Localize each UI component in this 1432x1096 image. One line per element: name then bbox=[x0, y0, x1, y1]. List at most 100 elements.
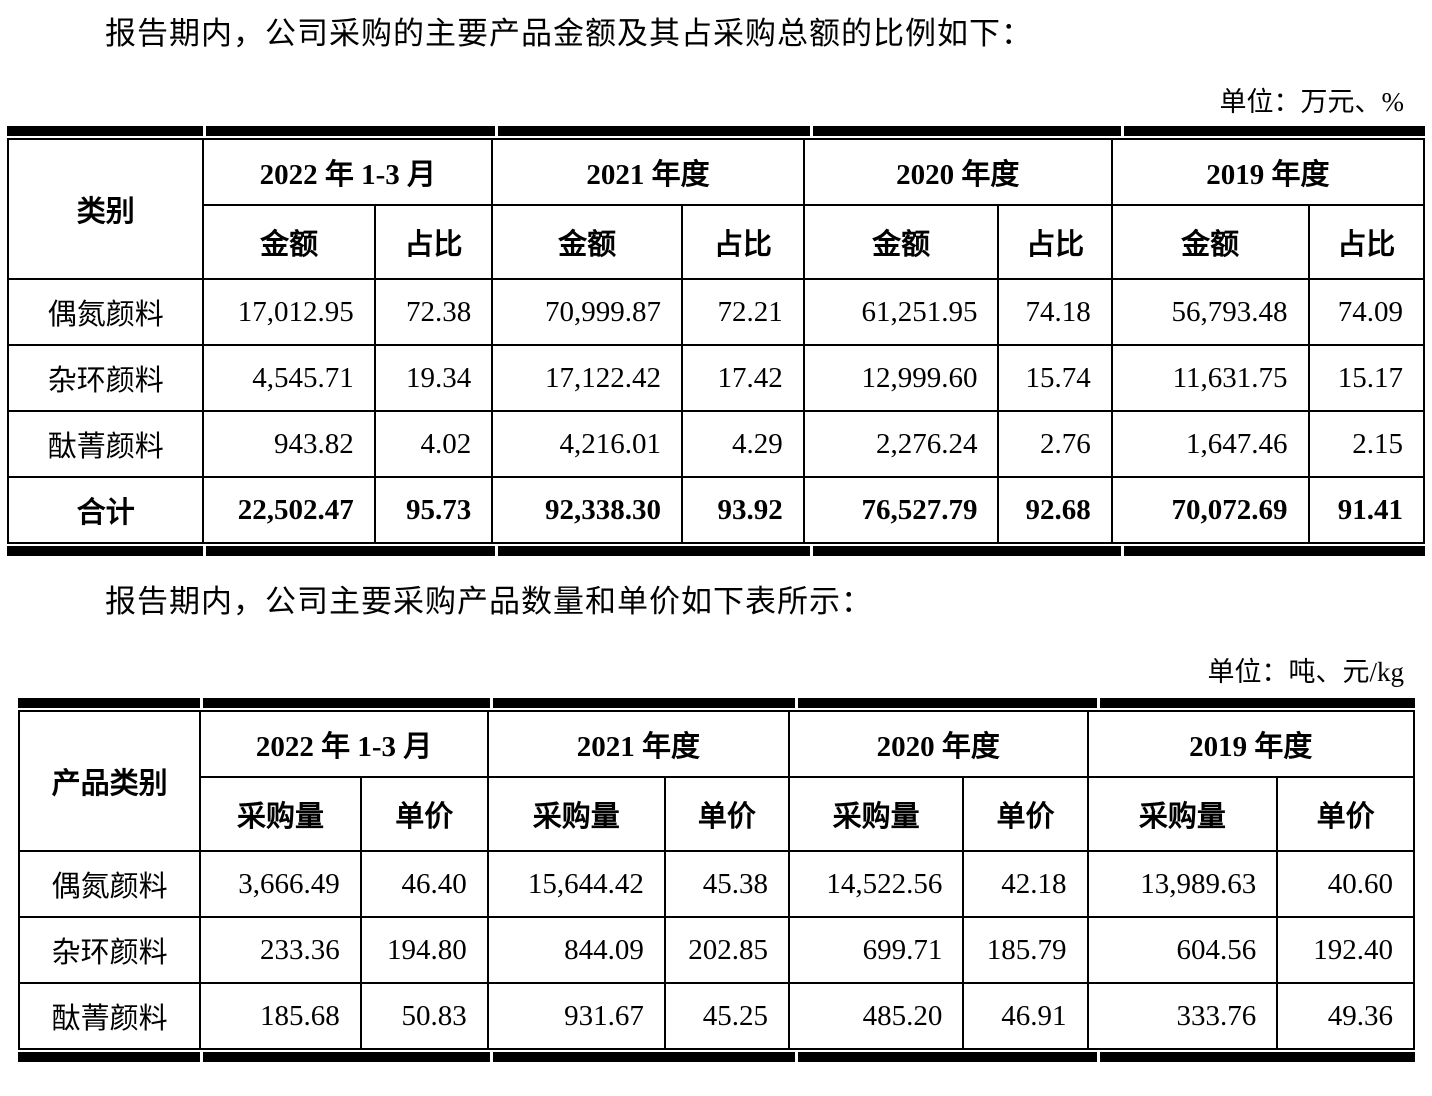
cell-amount-2022: 17,012.95 bbox=[202, 278, 376, 346]
table-top-rule bbox=[18, 698, 1415, 708]
subheader-ratio: 占比 bbox=[997, 204, 1113, 280]
column-group-2020: 2020 年度 bbox=[788, 710, 1089, 778]
rule-segment bbox=[202, 698, 491, 708]
cell-amount-2020: 76,527.79 bbox=[802, 476, 1000, 544]
cell-unitprice-2022: 50.83 bbox=[359, 982, 489, 1050]
cell-ratio-2019: 2.15 bbox=[1307, 410, 1426, 478]
cell-volume-2020: 699.71 bbox=[787, 916, 965, 984]
rule-segment bbox=[493, 698, 796, 708]
column-group-2019: 2019 年度 bbox=[1086, 710, 1416, 778]
row-label: 偶氮颜料 bbox=[17, 850, 202, 918]
amount-table: 类别 2022 年 1-3 月 2021 年度 2020 年度 2019 年度 … bbox=[6, 138, 1426, 544]
cell-volume-2020: 14,522.56 bbox=[787, 850, 965, 918]
rule-segment bbox=[812, 126, 1122, 136]
cell-amount-2019: 1,647.46 bbox=[1110, 410, 1310, 478]
column-group-2022: 2022 年 1-3 月 bbox=[202, 138, 494, 206]
rule-segment bbox=[798, 1052, 1098, 1062]
rule-segment bbox=[1100, 698, 1415, 708]
cell-ratio-2022: 95.73 bbox=[373, 476, 494, 544]
cell-amount-2022: 4,545.71 bbox=[202, 344, 376, 412]
subheader-amount: 金额 bbox=[802, 204, 1000, 280]
row-label-total: 合计 bbox=[6, 476, 205, 544]
cell-volume-2020: 485.20 bbox=[787, 982, 965, 1050]
intro-paragraph-amounts: 报告期内，公司采购的主要产品金额及其占采购总额的比例如下： bbox=[105, 16, 1033, 51]
cell-unitprice-2020: 46.91 bbox=[962, 982, 1089, 1050]
cell-ratio-2020: 15.74 bbox=[997, 344, 1113, 412]
cell-unitprice-2021: 45.38 bbox=[663, 850, 791, 918]
cell-volume-2019: 333.76 bbox=[1086, 982, 1279, 1050]
table-row-heterocyclic: 杂环颜料 4,545.71 19.34 17,122.42 17.42 12,9… bbox=[6, 344, 1426, 412]
row-label: 酞菁颜料 bbox=[6, 410, 205, 478]
cell-ratio-2020: 92.68 bbox=[997, 476, 1113, 544]
cell-amount-2019: 70,072.69 bbox=[1110, 476, 1310, 544]
rule-segment bbox=[202, 1052, 491, 1062]
row-label: 杂环颜料 bbox=[6, 344, 205, 412]
unit-label-volume: 单位：吨、元/kg bbox=[1207, 657, 1404, 687]
subheader-unitprice: 单价 bbox=[359, 776, 489, 852]
cell-ratio-2019: 74.09 bbox=[1307, 278, 1426, 346]
cell-amount-2022: 22,502.47 bbox=[202, 476, 376, 544]
cell-volume-2019: 604.56 bbox=[1086, 916, 1279, 984]
cell-volume-2019: 13,989.63 bbox=[1086, 850, 1279, 918]
cell-volume-2022: 3,666.49 bbox=[199, 850, 362, 918]
cell-unitprice-2019: 49.36 bbox=[1276, 982, 1415, 1050]
cell-ratio-2021: 4.29 bbox=[680, 410, 805, 478]
table-row-heterocyclic: 杂环颜料 233.36 194.80 844.09 202.85 699.71 … bbox=[17, 916, 1415, 984]
cell-amount-2020: 2,276.24 bbox=[802, 410, 1000, 478]
cell-ratio-2019: 91.41 bbox=[1307, 476, 1426, 544]
column-group-2019: 2019 年度 bbox=[1110, 138, 1426, 206]
unit-label-amounts: 单位：万元、% bbox=[1219, 87, 1405, 117]
row-label: 杂环颜料 bbox=[17, 916, 202, 984]
subheader-amount: 金额 bbox=[491, 204, 683, 280]
table-row-azo: 偶氮颜料 3,666.49 46.40 15,644.42 45.38 14,5… bbox=[17, 850, 1415, 918]
purchase-amount-table: 类别 2022 年 1-3 月 2021 年度 2020 年度 2019 年度 … bbox=[6, 126, 1426, 556]
column-header-category: 类别 bbox=[6, 138, 205, 280]
cell-ratio-2022: 72.38 bbox=[373, 278, 494, 346]
cell-ratio-2021: 17.42 bbox=[680, 344, 805, 412]
cell-unitprice-2020: 42.18 bbox=[962, 850, 1089, 918]
rule-segment bbox=[7, 126, 203, 136]
rule-segment bbox=[1124, 126, 1425, 136]
rule-segment bbox=[18, 1052, 200, 1062]
cell-ratio-2021: 72.21 bbox=[680, 278, 805, 346]
cell-unitprice-2021: 45.25 bbox=[663, 982, 791, 1050]
cell-unitprice-2020: 185.79 bbox=[962, 916, 1089, 984]
rule-segment bbox=[18, 698, 200, 708]
table-row-total: 合计 22,502.47 95.73 92,338.30 93.92 76,52… bbox=[6, 476, 1426, 544]
subheader-amount: 金额 bbox=[1110, 204, 1310, 280]
cell-unitprice-2022: 194.80 bbox=[359, 916, 489, 984]
cell-amount-2019: 11,631.75 bbox=[1110, 344, 1310, 412]
subheader-volume: 采购量 bbox=[787, 776, 965, 852]
subheader-ratio: 占比 bbox=[1307, 204, 1426, 280]
row-label: 偶氮颜料 bbox=[6, 278, 205, 346]
rule-segment bbox=[812, 546, 1122, 556]
rule-segment bbox=[497, 546, 810, 556]
column-group-2021: 2021 年度 bbox=[486, 710, 791, 778]
cell-volume-2021: 844.09 bbox=[486, 916, 666, 984]
table-row-azo: 偶氮颜料 17,012.95 72.38 70,999.87 72.21 61,… bbox=[6, 278, 1426, 346]
column-group-2022: 2022 年 1-3 月 bbox=[199, 710, 489, 778]
cell-ratio-2020: 74.18 bbox=[997, 278, 1113, 346]
cell-amount-2021: 17,122.42 bbox=[491, 344, 683, 412]
rule-segment bbox=[1124, 546, 1425, 556]
purchase-volume-table: 产品类别 2022 年 1-3 月 2021 年度 2020 年度 2019 年… bbox=[17, 698, 1416, 1062]
table-top-rule bbox=[7, 126, 1425, 136]
subheader-unitprice: 单价 bbox=[962, 776, 1089, 852]
volume-table: 产品类别 2022 年 1-3 月 2021 年度 2020 年度 2019 年… bbox=[17, 710, 1416, 1050]
subheader-volume: 采购量 bbox=[486, 776, 666, 852]
column-header-product-category: 产品类别 bbox=[17, 710, 202, 852]
cell-volume-2021: 931.67 bbox=[486, 982, 666, 1050]
cell-unitprice-2019: 192.40 bbox=[1276, 916, 1415, 984]
cell-unitprice-2019: 40.60 bbox=[1276, 850, 1415, 918]
subheader-unitprice: 单价 bbox=[1276, 776, 1415, 852]
rule-segment bbox=[798, 698, 1098, 708]
cell-amount-2021: 70,999.87 bbox=[491, 278, 683, 346]
rule-segment bbox=[493, 1052, 796, 1062]
intro-paragraph-volume: 报告期内，公司主要采购产品数量和单价如下表所示： bbox=[105, 584, 873, 619]
rule-segment bbox=[7, 546, 203, 556]
rule-segment bbox=[497, 126, 810, 136]
rule-segment bbox=[1100, 1052, 1415, 1062]
table-bottom-rule bbox=[18, 1052, 1415, 1062]
cell-volume-2021: 15,644.42 bbox=[486, 850, 666, 918]
column-group-2020: 2020 年度 bbox=[802, 138, 1113, 206]
